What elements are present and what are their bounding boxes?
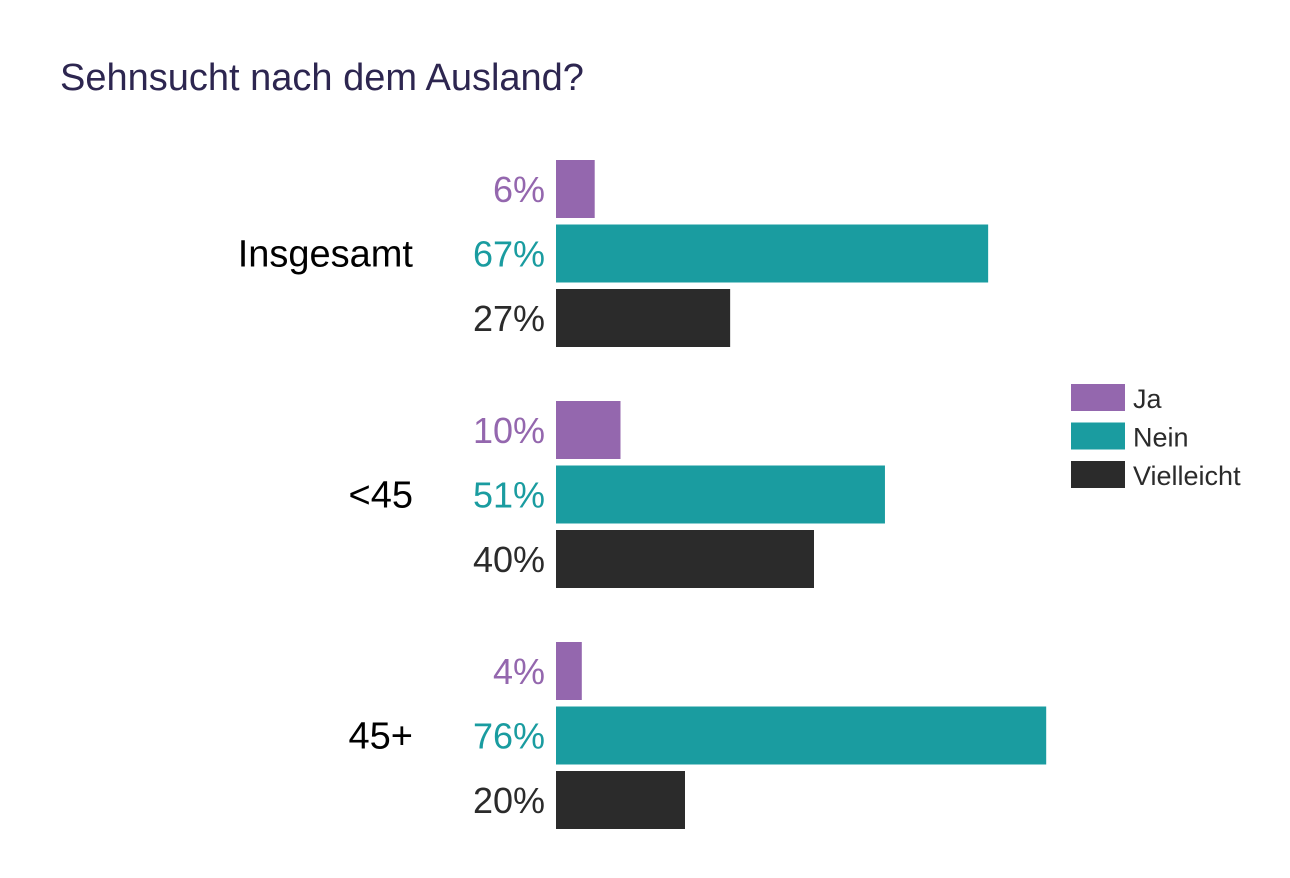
bar-vielleicht — [556, 530, 814, 588]
data-label: 27% — [473, 298, 545, 339]
data-label: 4% — [493, 651, 545, 692]
bar-ja — [556, 160, 595, 218]
data-label: 40% — [473, 539, 545, 580]
category-label: <45 — [349, 475, 413, 517]
category-label: Insgesamt — [238, 234, 414, 276]
legend-label: Ja — [1133, 384, 1163, 414]
bar-vielleicht — [556, 289, 731, 347]
data-label: 51% — [473, 475, 545, 516]
data-label: 6% — [493, 169, 545, 210]
legend-swatch-nein — [1071, 422, 1125, 450]
bar-nein — [556, 465, 885, 524]
legend: Ja Nein Vielleicht — [1071, 384, 1241, 491]
legend-label: Vielleicht — [1133, 461, 1241, 491]
legend-swatch-vielleicht — [1071, 461, 1125, 488]
bar-nein — [556, 706, 1047, 765]
data-label: 20% — [473, 780, 545, 821]
legend-swatch-ja — [1071, 384, 1125, 411]
data-label: 10% — [473, 410, 545, 451]
chart-title: Sehnsucht nach dem Ausland? — [60, 57, 584, 99]
data-label: 67% — [473, 234, 545, 275]
bar-nein — [556, 224, 989, 283]
legend-label: Nein — [1133, 423, 1189, 453]
bars: Insgesamt 6% 67% 27% <45 10% 51% 40% 45+ 4% 76% 20% — [238, 160, 1047, 829]
bar-ja — [556, 642, 582, 700]
bar-vielleicht — [556, 771, 685, 829]
data-label: 76% — [473, 716, 545, 757]
bar-ja — [556, 401, 621, 459]
category-label: 45+ — [349, 716, 413, 758]
